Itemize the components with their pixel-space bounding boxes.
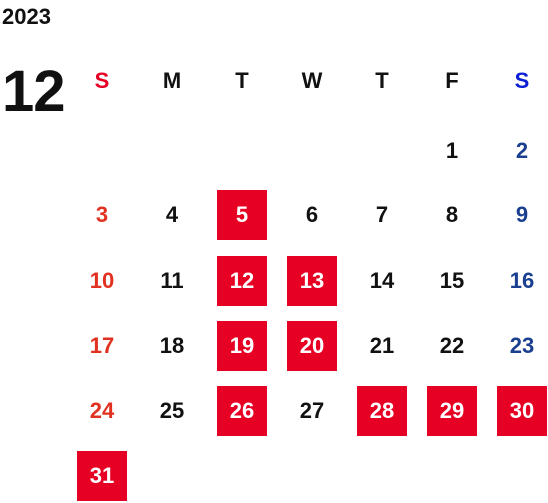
day-cell-5[interactable]: 5	[217, 190, 267, 240]
month-number: 12	[2, 59, 66, 124]
day-cell-29[interactable]: 29	[427, 386, 477, 436]
day-cell-19[interactable]: 19	[217, 321, 267, 371]
day-cell-15[interactable]: 15	[439, 268, 465, 293]
day-cell-23[interactable]: 23	[509, 333, 535, 358]
day-cell-20[interactable]: 20	[287, 321, 337, 371]
day-cell-25[interactable]: 25	[159, 398, 185, 423]
day-cell-27[interactable]: 27	[299, 398, 325, 423]
day-cell-13[interactable]: 13	[287, 256, 337, 306]
day-cell-1[interactable]: 1	[445, 138, 459, 163]
day-cell-11[interactable]: 11	[160, 268, 184, 293]
day-cell-4[interactable]: 4	[165, 202, 179, 227]
day-cell-31[interactable]: 31	[77, 451, 127, 501]
day-cell-6[interactable]: 6	[305, 202, 319, 227]
day-cell-26[interactable]: 26	[217, 386, 267, 436]
weekday-header-thu: T	[375, 68, 389, 93]
weekday-header-fri: F	[445, 68, 459, 93]
day-cell-21[interactable]: 21	[369, 333, 395, 358]
day-cell-16[interactable]: 16	[509, 268, 535, 293]
day-cell-28[interactable]: 28	[357, 386, 407, 436]
day-cell-18[interactable]: 18	[159, 333, 185, 358]
weekday-header-mon: M	[162, 68, 182, 93]
weekday-header-wed: W	[301, 68, 323, 93]
weekday-header-tue: T	[235, 68, 249, 93]
day-cell-9[interactable]: 9	[515, 202, 529, 227]
day-cell-10[interactable]: 10	[89, 268, 115, 293]
day-cell-7[interactable]: 7	[375, 202, 389, 227]
day-cell-3[interactable]: 3	[95, 202, 109, 227]
day-cell-12[interactable]: 12	[217, 256, 267, 306]
year-label: 2023	[2, 4, 51, 29]
day-cell-8[interactable]: 8	[445, 202, 459, 227]
day-cell-30[interactable]: 30	[497, 386, 547, 436]
day-cell-2[interactable]: 2	[515, 138, 529, 163]
day-cell-14[interactable]: 14	[369, 268, 395, 293]
day-cell-17[interactable]: 17	[89, 333, 115, 358]
weekday-header-sat: S	[514, 68, 530, 93]
day-cell-22[interactable]: 22	[439, 333, 465, 358]
day-cell-24[interactable]: 24	[89, 398, 115, 423]
weekday-header-sun: S	[94, 68, 110, 93]
